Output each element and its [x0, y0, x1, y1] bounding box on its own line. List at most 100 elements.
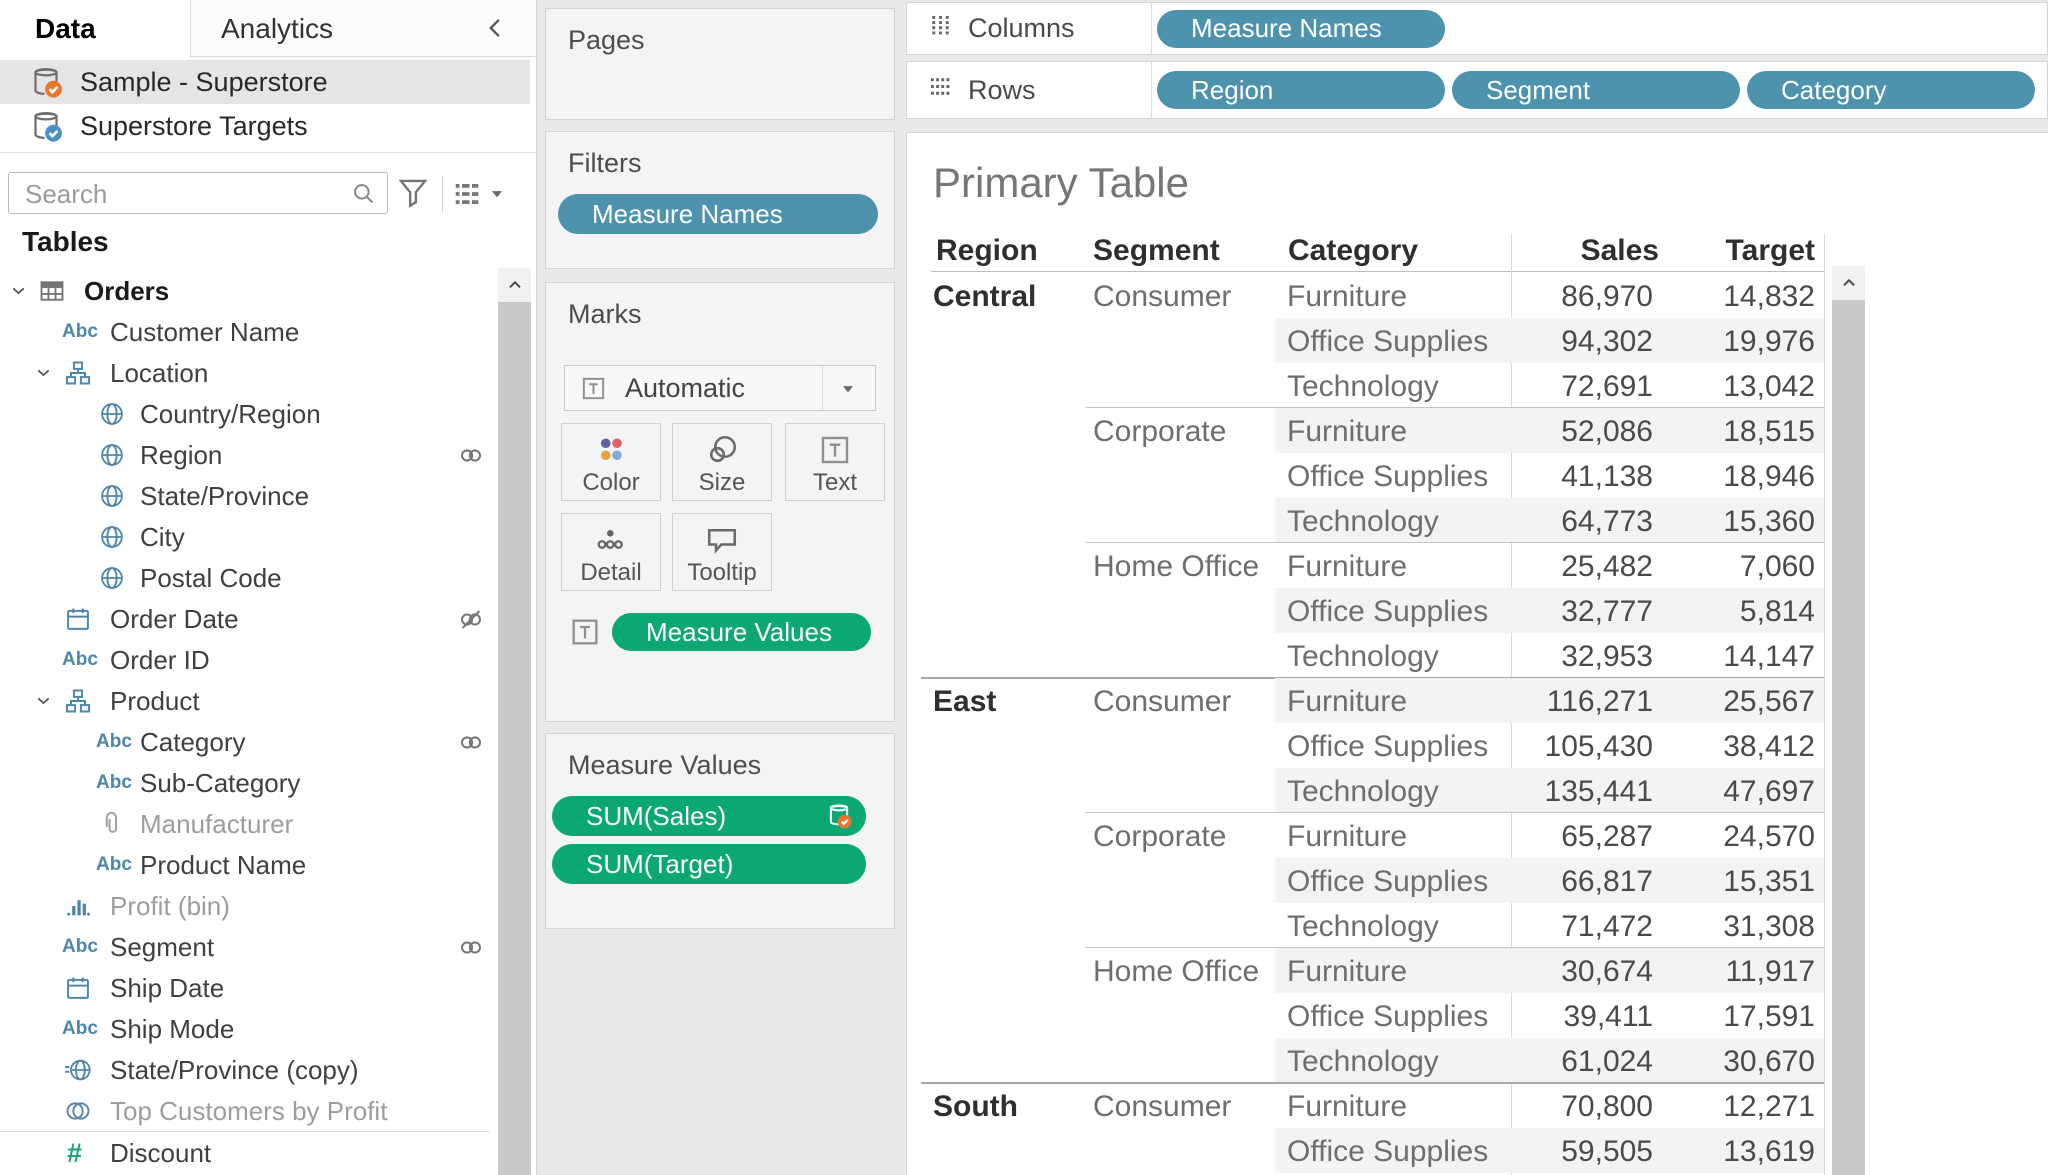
segment-cell[interactable]: Home Office — [1093, 550, 1260, 583]
field-row[interactable]: Location — [0, 352, 490, 393]
column-header[interactable]: Sales — [1580, 234, 1659, 267]
target-cell[interactable]: 5,814 — [1739, 595, 1815, 628]
target-cell[interactable]: 15,351 — [1723, 865, 1815, 898]
category-cell[interactable]: Furniture — [1287, 415, 1408, 448]
color-button[interactable]: Color — [561, 423, 661, 501]
field-row[interactable]: # Discount — [0, 1131, 490, 1172]
segment-cell[interactable]: Consumer — [1093, 280, 1232, 313]
filters-card[interactable]: Filters Measure Names — [545, 131, 895, 269]
sales-cell[interactable]: 32,777 — [1561, 595, 1653, 628]
filter-fields-icon[interactable] — [396, 175, 430, 211]
marks-card[interactable]: Marks Automatic Color Size Text Detail T… — [545, 282, 895, 722]
sales-cell[interactable]: 116,271 — [1546, 685, 1653, 718]
region-cell[interactable]: East — [933, 685, 997, 718]
target-cell[interactable]: 24,570 — [1723, 820, 1815, 853]
category-cell[interactable]: Technology — [1287, 640, 1439, 673]
column-header[interactable]: Category — [1288, 234, 1419, 267]
sales-cell[interactable]: 135,441 — [1544, 775, 1653, 808]
table-row[interactable]: Office Supplies 39,411 17,591 — [921, 993, 1824, 1038]
table-row[interactable]: Technology 61,024 30,670 — [921, 1038, 1824, 1083]
sales-cell[interactable]: 25,482 — [1561, 550, 1653, 583]
target-cell[interactable]: 13,042 — [1723, 370, 1815, 403]
field-row[interactable]: Profit (bin) — [0, 885, 490, 926]
table-row[interactable]: East Consumer Furniture 116,271 25,567 — [921, 677, 1824, 723]
sales-cell[interactable]: 30,674 — [1561, 955, 1653, 988]
sales-cell[interactable]: 72,691 — [1561, 370, 1653, 403]
target-cell[interactable]: 47,697 — [1723, 775, 1815, 808]
view-options-icon[interactable] — [452, 179, 482, 209]
segment-cell[interactable]: Corporate — [1093, 415, 1227, 448]
field-row[interactable]: Abc Order ID — [0, 639, 490, 680]
target-cell[interactable]: 13,619 — [1723, 1135, 1815, 1168]
sales-cell[interactable]: 39,411 — [1563, 1000, 1653, 1033]
field-row[interactable]: Ship Date — [0, 967, 490, 1008]
column-header[interactable]: Segment — [1093, 234, 1220, 267]
measure-values-card[interactable]: Measure Values SUM(Sales) SUM(Target) — [545, 733, 895, 929]
table-row[interactable]: Home Office Furniture 30,674 11,917 — [921, 947, 1824, 993]
category-cell[interactable]: Furniture — [1287, 955, 1408, 988]
sales-cell[interactable]: 105,430 — [1544, 730, 1653, 763]
sales-cell[interactable]: 86,970 — [1561, 280, 1653, 313]
field-row[interactable]: Abc Segment — [0, 926, 490, 967]
field-row[interactable]: Order Date — [0, 598, 490, 639]
region-cell[interactable]: Central — [933, 280, 1037, 313]
view-options-caret-icon[interactable] — [486, 184, 508, 204]
category-cell[interactable]: Technology — [1287, 1045, 1439, 1078]
table-row[interactable]: Corporate Furniture 65,287 24,570 — [921, 812, 1824, 858]
category-cell[interactable]: Office Supplies — [1287, 865, 1489, 898]
segment-cell[interactable]: Home Office — [1093, 955, 1260, 988]
target-cell[interactable]: 18,946 — [1723, 460, 1815, 493]
table-row[interactable]: Technology 135,441 47,697 — [921, 768, 1824, 813]
category-cell[interactable]: Office Supplies — [1287, 325, 1489, 358]
filter-pill[interactable]: Measure Names — [558, 194, 878, 234]
sales-cell[interactable]: 71,472 — [1561, 910, 1653, 943]
region-cell[interactable]: South — [933, 1090, 1018, 1123]
target-cell[interactable]: 38,412 — [1723, 730, 1815, 763]
target-cell[interactable]: 11,917 — [1725, 955, 1815, 988]
chevron-down-icon[interactable] — [837, 379, 859, 399]
target-cell[interactable]: 19,976 — [1723, 325, 1815, 358]
table-row[interactable]: Office Supplies 66,817 15,351 — [921, 858, 1824, 903]
marks-pill[interactable]: Measure Values — [612, 613, 871, 651]
field-row[interactable]: State/Province — [0, 475, 490, 516]
scrollbar-thumb[interactable] — [498, 302, 531, 1175]
category-cell[interactable]: Technology — [1287, 505, 1439, 538]
field-row[interactable]: Postal Code — [0, 557, 490, 598]
table-row[interactable]: Technology 64,773 15,360 — [921, 498, 1824, 543]
field-row[interactable]: Abc Sub-Category — [0, 762, 490, 803]
table-row[interactable]: Office Supplies 41,138 18,946 — [921, 453, 1824, 498]
measure-pill[interactable]: SUM(Sales) — [552, 796, 866, 836]
column-header[interactable]: Target — [1725, 234, 1815, 267]
sales-cell[interactable]: 64,773 — [1561, 505, 1653, 538]
scroll-up-icon[interactable] — [1832, 266, 1865, 300]
tab-data[interactable]: Data — [0, 0, 190, 57]
category-cell[interactable]: Furniture — [1287, 820, 1408, 853]
tooltip-button[interactable]: Tooltip — [672, 513, 772, 591]
pages-card[interactable]: Pages — [545, 8, 895, 120]
table-row[interactable]: Home Office Furniture 25,482 7,060 — [921, 542, 1824, 588]
data-pane-scrollbar[interactable] — [498, 268, 531, 1175]
shelf-pill[interactable]: Category — [1747, 71, 2035, 109]
field-row[interactable]: Product — [0, 680, 490, 721]
category-cell[interactable]: Furniture — [1287, 685, 1408, 718]
category-cell[interactable]: Furniture — [1287, 1090, 1408, 1123]
tab-analytics[interactable]: Analytics — [190, 0, 536, 57]
sales-cell[interactable]: 94,302 — [1561, 325, 1653, 358]
size-button[interactable]: Size — [672, 423, 772, 501]
shelf-pill[interactable]: Region — [1157, 71, 1445, 109]
field-row[interactable]: Orders — [0, 270, 490, 311]
target-cell[interactable]: 14,147 — [1723, 640, 1815, 673]
field-row[interactable]: Region — [0, 434, 490, 475]
table-row[interactable]: Technology 32,953 14,147 — [921, 633, 1824, 678]
sales-cell[interactable]: 32,953 — [1561, 640, 1653, 673]
table-row[interactable]: Office Supplies 94,302 19,976 — [921, 318, 1824, 363]
expand-chevron-icon[interactable] — [33, 362, 54, 383]
sales-cell[interactable]: 70,800 — [1561, 1090, 1653, 1123]
category-cell[interactable]: Technology — [1287, 370, 1439, 403]
category-cell[interactable]: Office Supplies — [1287, 595, 1489, 628]
mark-type-dropdown[interactable]: Automatic — [564, 365, 876, 411]
field-row[interactable]: Abc Category — [0, 721, 490, 762]
field-row[interactable]: Top Customers by Profit — [0, 1090, 490, 1131]
sheet-scrollbar[interactable] — [1832, 266, 1865, 1175]
category-cell[interactable]: Office Supplies — [1287, 1135, 1489, 1168]
